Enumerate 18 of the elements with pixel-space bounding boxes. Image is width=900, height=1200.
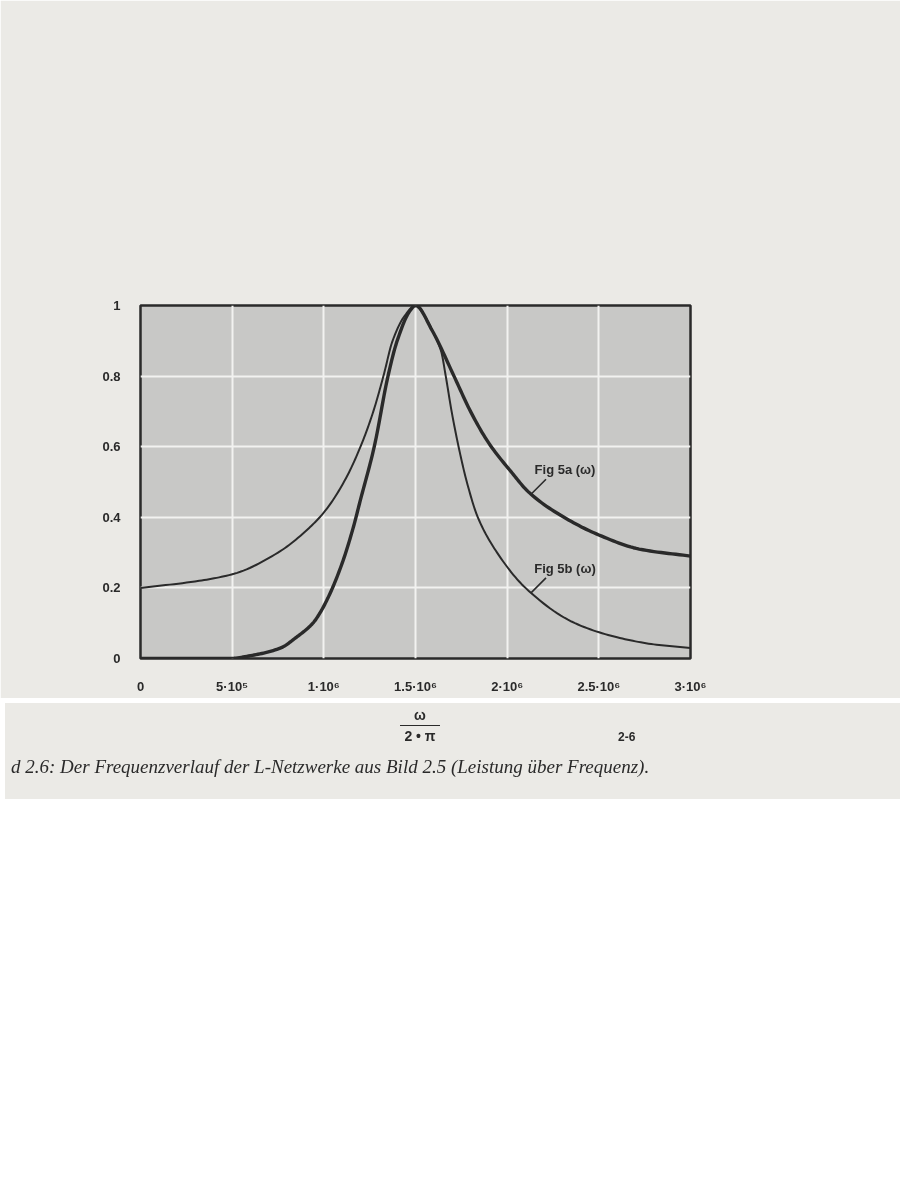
y-tick-label: 1 — [113, 298, 121, 313]
y-tick-label: 0.2 — [102, 580, 121, 596]
y-tick-label: 0.8 — [102, 368, 121, 384]
x-tick-label: 1.5·10⁶ — [394, 678, 437, 694]
y-tick-label: 0.4 — [102, 509, 122, 525]
x-tick-label: 5·10⁵ — [216, 678, 249, 694]
text: d 2.6: Der Frequenzverlauf der L-Netzwerke aus Bild 2.5 (Leistung über Frequenz). — [11, 755, 650, 779]
text: 2-6 — [618, 729, 636, 746]
x-tick-label: 2.5·10⁶ — [577, 678, 621, 694]
x-tick-label: 1·10⁶ — [307, 678, 340, 694]
series-label: Fig 5b (ω) — [534, 560, 596, 576]
y-tick-label: 0.6 — [102, 439, 121, 455]
y-tick-label: 0 — [113, 651, 121, 666]
x-tick-label: 0 — [136, 678, 145, 694]
x-tick-label: 2·10⁶ — [491, 678, 524, 694]
x-axis-title: ω 2 • π — [403, 706, 437, 746]
x-tick-label: 3·10⁶ — [674, 678, 707, 694]
series-label: Fig 5a (ω) — [534, 462, 596, 478]
